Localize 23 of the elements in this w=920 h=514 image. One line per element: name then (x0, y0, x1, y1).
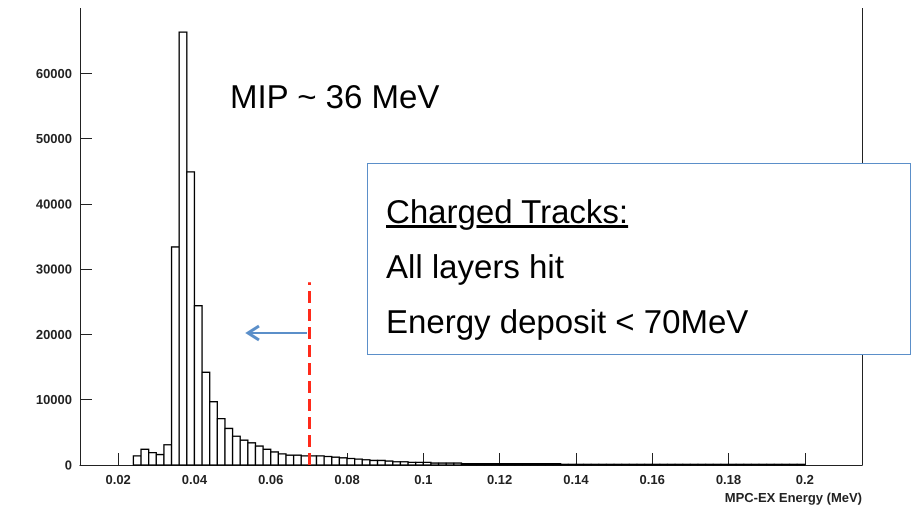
x-tick-label: 0.18 (716, 472, 742, 487)
y-tick-label: 0 (64, 458, 72, 472)
y-tick-label: 20000 (36, 326, 72, 342)
text-box: Charged Tracks: All layers hit Energy deposit < 70MeV (367, 163, 911, 355)
annotation: All layers hit (386, 247, 565, 287)
x-tick-label: 0.12 (486, 472, 512, 487)
annotation: Energy deposit < 70MeV (386, 302, 750, 342)
annotation: MIP ~ 36 MeV (230, 78, 440, 115)
x-tick-label: 0.06 (258, 472, 284, 487)
y-tick-label: 10000 (36, 392, 72, 408)
y-tick-label: 60000 (36, 66, 72, 81)
annotation: Charged Tracks: (386, 192, 630, 232)
x-axis-title: MPC-EX Energy (MeV) (724, 490, 862, 505)
y-tick-label: 40000 (36, 196, 72, 212)
x-tick-label: 0.2 (796, 472, 814, 487)
x-tick-label: 0.02 (105, 472, 131, 487)
x-tick-label: 0.16 (640, 472, 665, 487)
y-tick-label: 30000 (36, 262, 72, 277)
x-tick-label: 0.1 (414, 472, 432, 487)
x-tick-label: 0.08 (334, 472, 360, 487)
x-tick-label: 0.14 (563, 472, 590, 487)
y-tick-label: 50000 (36, 131, 72, 146)
x-tick-label: 0.04 (182, 472, 208, 487)
